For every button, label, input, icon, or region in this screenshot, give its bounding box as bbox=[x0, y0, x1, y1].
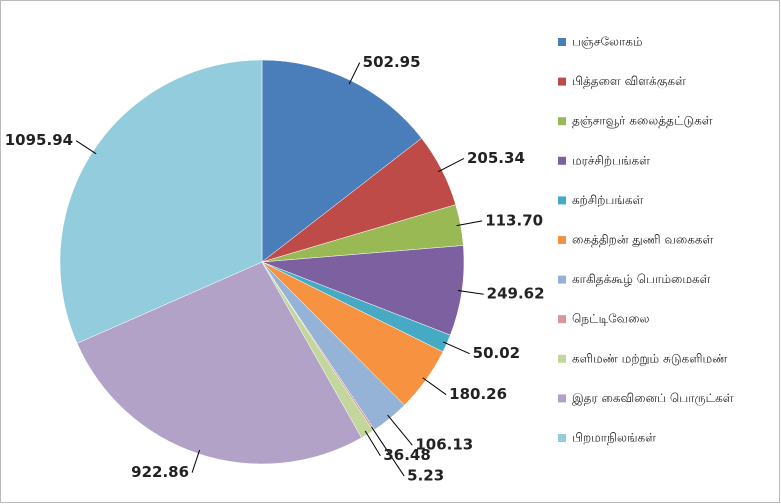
data-label: 50.02 bbox=[473, 344, 520, 362]
leader-line bbox=[437, 157, 465, 173]
legend-label: தஞ்சாவூர் கலைத்தட்டுகள் bbox=[572, 114, 713, 129]
legend-swatch bbox=[558, 315, 566, 324]
legend-label: பிறமாநிலங்கள் bbox=[572, 431, 656, 445]
legend-label: பித்தளை விளக்குகள் bbox=[572, 74, 686, 88]
legend-swatch bbox=[558, 275, 566, 284]
leader-line bbox=[364, 430, 381, 456]
legend-label: நெட்டிவேலை bbox=[572, 312, 650, 326]
legend-label: இதர கைவினைப் பொருட்கள் bbox=[572, 391, 734, 406]
legend-swatch bbox=[558, 236, 566, 244]
legend-swatch bbox=[558, 394, 566, 403]
legend-label: காகிதக்கூழ் பொம்மைகள் bbox=[572, 272, 711, 286]
legend-swatch bbox=[558, 354, 566, 363]
leader-line bbox=[75, 140, 97, 155]
leader-line bbox=[442, 341, 470, 355]
legend-label: கற்சிற்பங்கள் bbox=[572, 193, 644, 207]
legend-swatch bbox=[558, 196, 566, 205]
legend-label: களிமண் மற்றும் சுடுகளிமண் bbox=[572, 351, 728, 366]
data-label: 113.70 bbox=[485, 211, 543, 229]
data-label: 5.23 bbox=[407, 467, 444, 485]
legend-swatch bbox=[558, 77, 566, 86]
data-label: 36.48 bbox=[383, 446, 430, 464]
data-label: 502.95 bbox=[363, 53, 421, 71]
legend-swatch bbox=[558, 434, 566, 442]
legend-swatch bbox=[558, 117, 566, 126]
data-label: 106.13 bbox=[415, 436, 473, 454]
leader-line bbox=[191, 449, 201, 473]
leader-line bbox=[371, 426, 405, 477]
data-label: 205.34 bbox=[467, 149, 525, 167]
leader-line bbox=[457, 289, 484, 295]
leader-line bbox=[456, 220, 483, 227]
leader-line bbox=[348, 62, 361, 85]
leader-line bbox=[387, 414, 413, 446]
leader-line bbox=[422, 377, 447, 396]
legend-swatch bbox=[558, 38, 566, 46]
data-label: 180.26 bbox=[449, 385, 507, 403]
data-label: 922.86 bbox=[131, 463, 189, 481]
legend-label: மரச்சிற்பங்கள் bbox=[572, 153, 650, 167]
data-label: 249.62 bbox=[487, 285, 545, 303]
data-label: 1095.94 bbox=[5, 131, 73, 149]
legend-label: கைத்திறன் துணி வகைகள் bbox=[572, 233, 714, 248]
legend-label: பஞ்சலோகம் bbox=[572, 35, 643, 50]
legend-swatch bbox=[558, 156, 566, 165]
